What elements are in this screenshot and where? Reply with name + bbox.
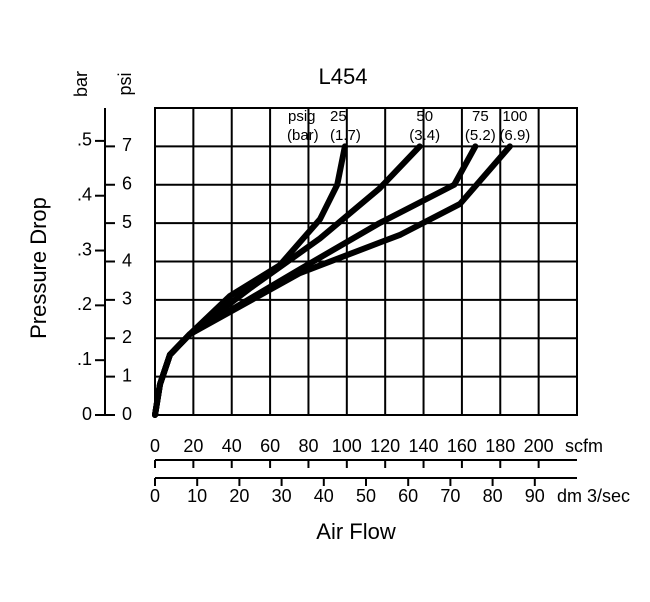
y2-tick-label: .5 bbox=[77, 130, 92, 150]
x2-tick-label: 20 bbox=[229, 486, 249, 506]
x-tick-label: 160 bbox=[447, 436, 477, 456]
x-tick-label: 20 bbox=[183, 436, 203, 456]
x-unit: scfm bbox=[565, 436, 603, 456]
y-tick-label: 5 bbox=[122, 212, 132, 232]
x-tick-label: 140 bbox=[409, 436, 439, 456]
chart-title: L454 bbox=[319, 64, 368, 89]
y-tick-label: 6 bbox=[122, 174, 132, 194]
x2-tick-label: 70 bbox=[440, 486, 460, 506]
y2-unit: bar bbox=[71, 71, 91, 97]
series-label: 100 bbox=[502, 108, 527, 125]
x-tick-label: 0 bbox=[150, 436, 160, 456]
pressure-label: (5.2) bbox=[465, 127, 496, 144]
series-label: 25 bbox=[330, 108, 347, 125]
x-tick-label: 120 bbox=[370, 436, 400, 456]
x-tick-label: 100 bbox=[332, 436, 362, 456]
y-title: Pressure Drop bbox=[26, 197, 51, 339]
y2-tick-label: .3 bbox=[77, 239, 92, 259]
y2-tick-label: 0 bbox=[82, 404, 92, 424]
pressure-label: (1.7) bbox=[330, 127, 361, 144]
pressure-label: (6.9) bbox=[499, 127, 530, 144]
x2-tick-label: 50 bbox=[356, 486, 376, 506]
x-tick-label: 40 bbox=[222, 436, 242, 456]
y-unit: psi bbox=[115, 72, 135, 95]
x2-tick-label: 10 bbox=[187, 486, 207, 506]
x2-tick-label: 80 bbox=[483, 486, 503, 506]
y2-tick-label: .2 bbox=[77, 294, 92, 314]
x-tick-label: 60 bbox=[260, 436, 280, 456]
x2-tick-label: 0 bbox=[150, 486, 160, 506]
y-tick-label: 0 bbox=[122, 404, 132, 424]
y-tick-label: 4 bbox=[122, 250, 132, 270]
x-title: Air Flow bbox=[316, 519, 396, 544]
series-line bbox=[152, 143, 479, 418]
y2-tick-label: .1 bbox=[77, 349, 92, 369]
series-line bbox=[152, 143, 513, 418]
y-tick-label: 2 bbox=[122, 327, 132, 347]
series-line bbox=[152, 143, 348, 418]
series-label-prefix: psig bbox=[288, 108, 316, 125]
x2-tick-label: 90 bbox=[525, 486, 545, 506]
x-tick-label: 180 bbox=[485, 436, 515, 456]
x-tick-label: 80 bbox=[298, 436, 318, 456]
y-tick-label: 7 bbox=[122, 135, 132, 155]
y2-tick-label: .4 bbox=[77, 184, 92, 204]
x2-tick-label: 40 bbox=[314, 486, 334, 506]
pressure-label-prefix: (bar) bbox=[287, 127, 319, 144]
y-tick-label: 3 bbox=[122, 289, 132, 309]
x2-tick-label: 30 bbox=[272, 486, 292, 506]
x2-tick-label: 60 bbox=[398, 486, 418, 506]
x-tick-label: 200 bbox=[524, 436, 554, 456]
series-label: 75 bbox=[472, 108, 489, 125]
pressure-label: (3.4) bbox=[409, 127, 440, 144]
x2-unit: dm 3/sec bbox=[557, 486, 630, 506]
series-label: 50 bbox=[416, 108, 433, 125]
y-tick-label: 1 bbox=[122, 365, 132, 385]
